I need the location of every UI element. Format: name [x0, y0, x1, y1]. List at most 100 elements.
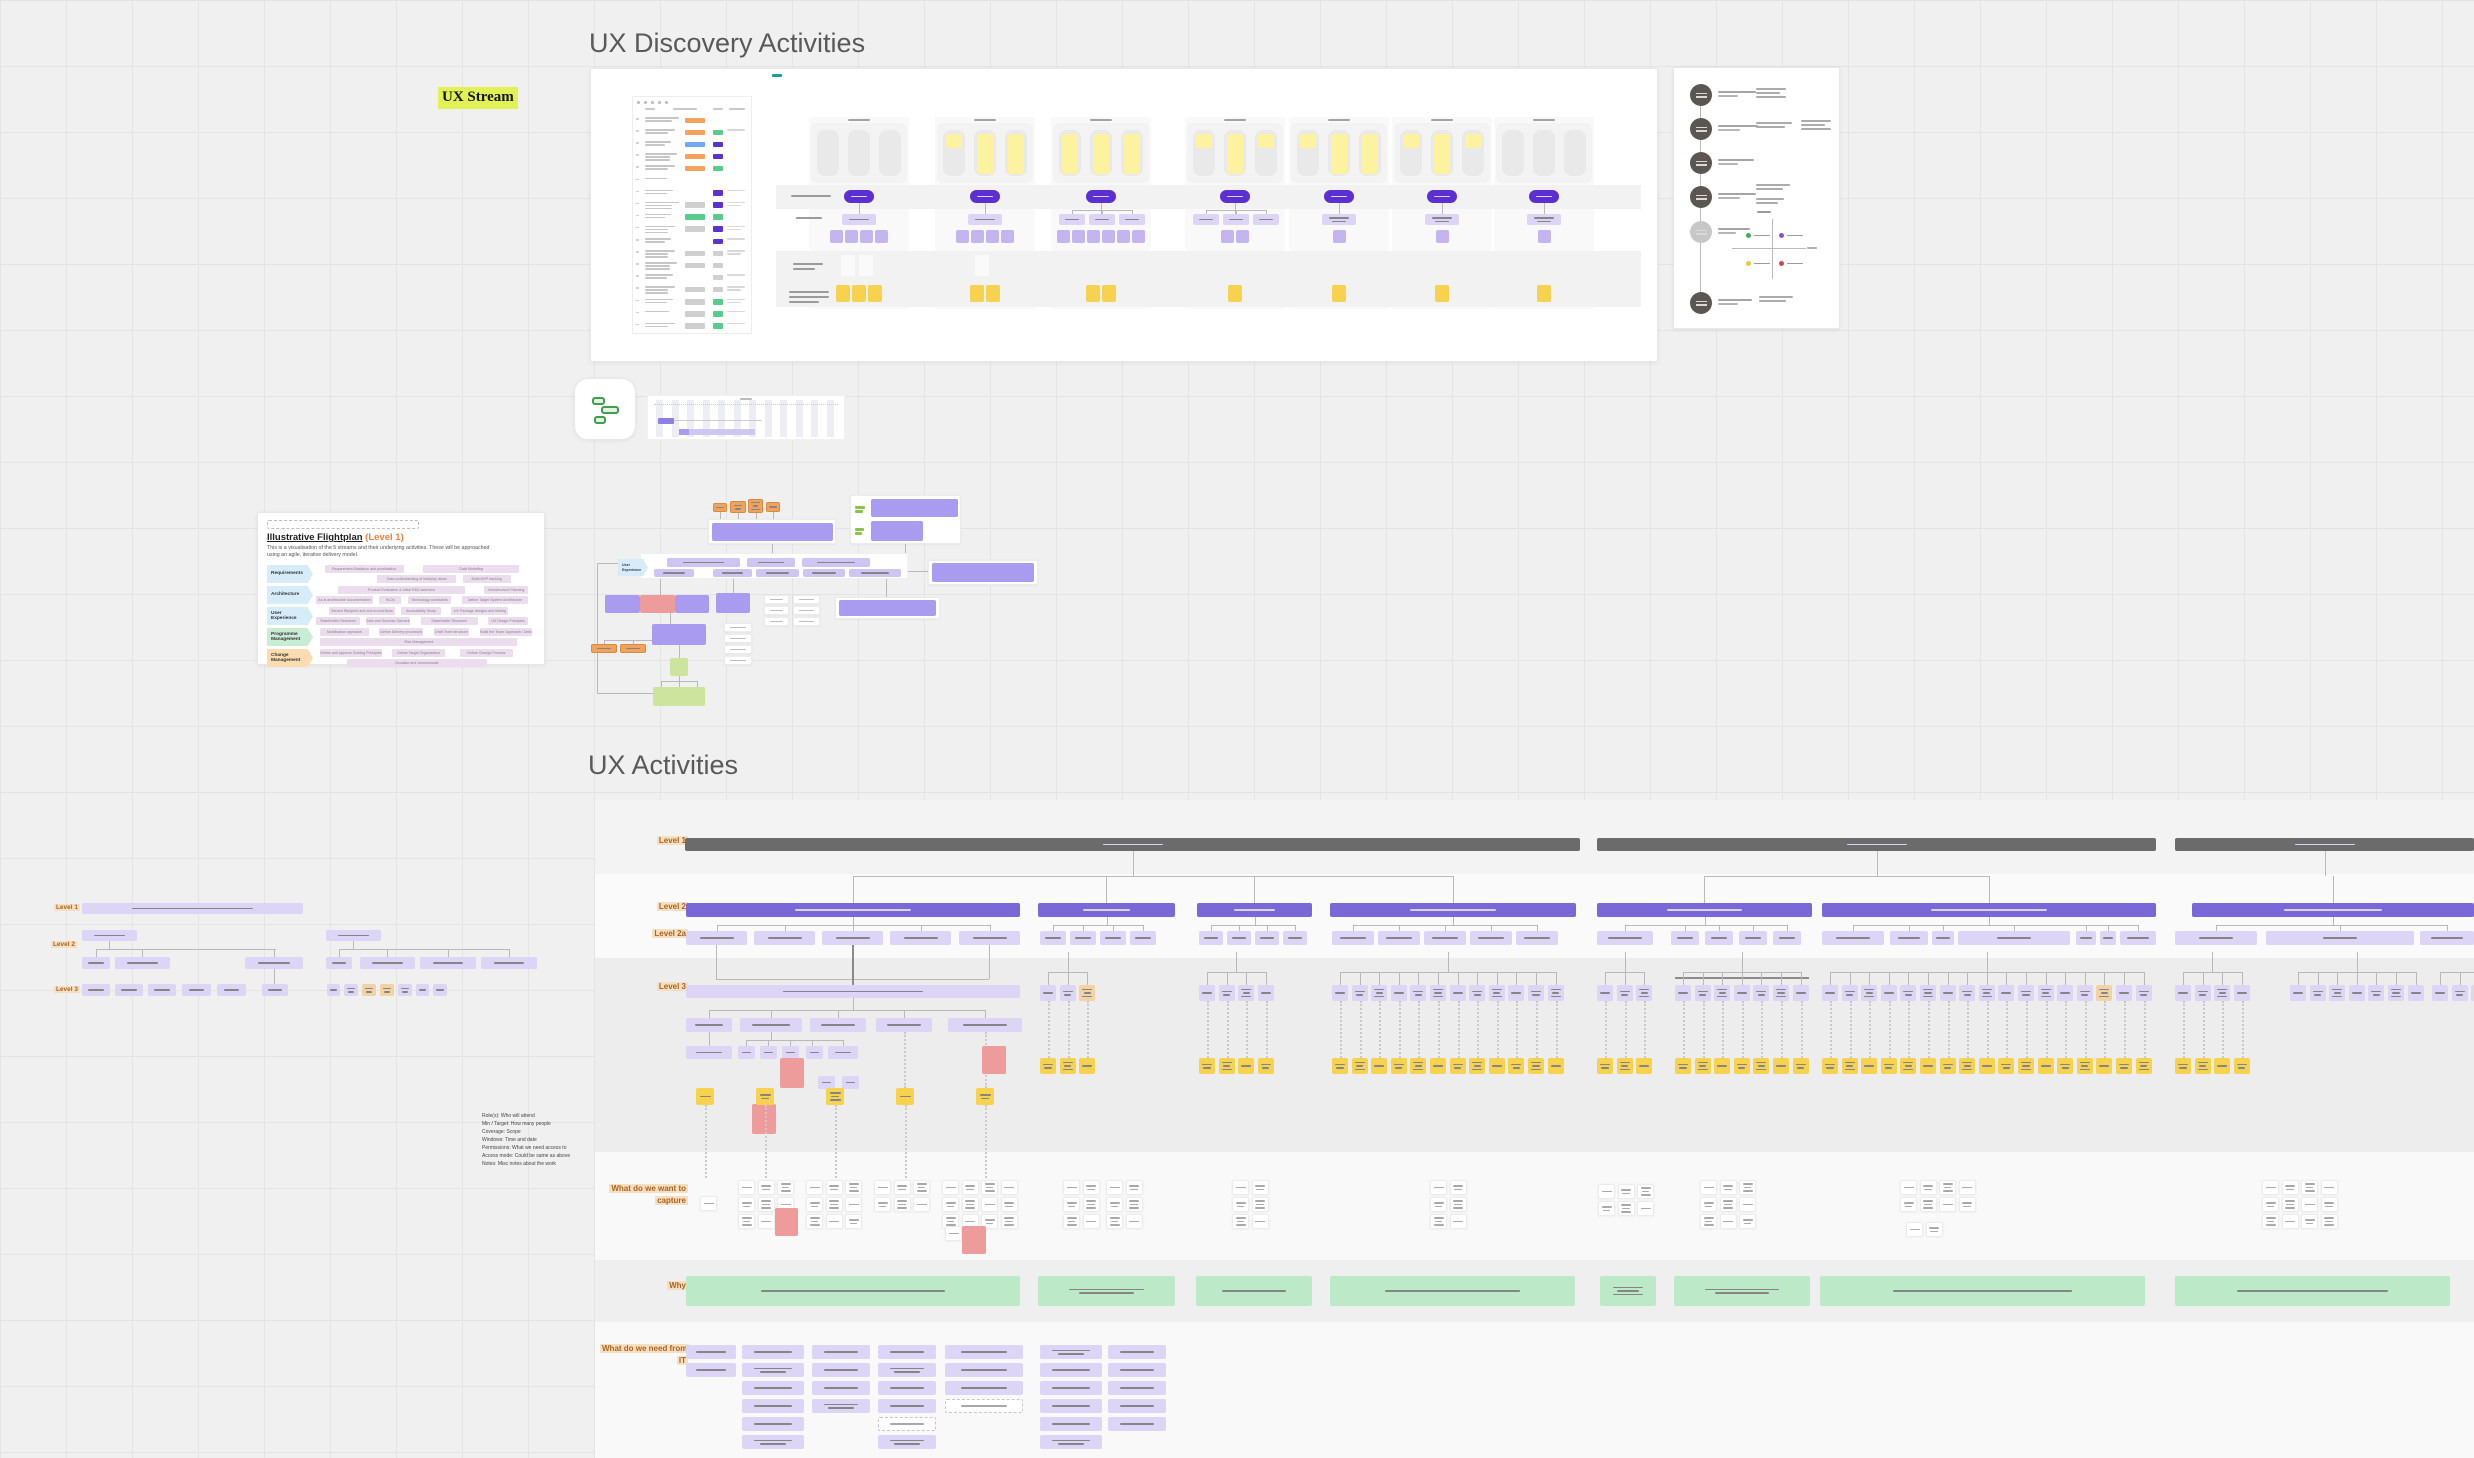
tag-chip[interactable]: [685, 117, 705, 123]
flightplan-stream-label[interactable]: Change Management: [267, 648, 313, 668]
activity-square[interactable]: [1057, 230, 1070, 243]
org-box[interactable]: [398, 984, 412, 996]
level2a-box[interactable]: [1424, 931, 1466, 945]
flightplan-activity-bar[interactable]: As-is architecture documentation: [316, 595, 373, 605]
level3-box[interactable]: [2018, 985, 2034, 1001]
capture-card[interactable]: [1082, 1214, 1100, 1229]
capture-card[interactable]: [845, 1214, 862, 1229]
activity-square[interactable]: [830, 230, 843, 243]
risk-box[interactable]: [640, 595, 675, 613]
sticky-note[interactable]: [1435, 285, 1449, 302]
capture-card[interactable]: [2262, 1197, 2279, 1212]
card[interactable]: [793, 606, 820, 615]
capture-card[interactable]: [1449, 1197, 1467, 1212]
level3-box[interactable]: [2290, 985, 2306, 1001]
sticky-note[interactable]: [1822, 1058, 1838, 1074]
tree-node[interactable]: [948, 1018, 1022, 1032]
activity-square[interactable]: [971, 230, 984, 243]
need-item[interactable]: [1040, 1399, 1102, 1413]
need-item[interactable]: [742, 1435, 804, 1449]
level3-box[interactable]: [1059, 985, 1076, 1001]
tree-node[interactable]: [740, 1018, 802, 1032]
level3-box[interactable]: [1773, 985, 1789, 1001]
level3-box[interactable]: [2116, 985, 2132, 1001]
level3-box[interactable]: [1998, 985, 2015, 1001]
sticky-note[interactable]: [2194, 1058, 2211, 1074]
level2a-box[interactable]: [1958, 931, 2070, 945]
sticky-note[interactable]: [1998, 1058, 2015, 1074]
capture-card[interactable]: [806, 1214, 823, 1229]
flightplan-activity-bar[interactable]: Stakeholder Research: [316, 616, 360, 626]
activity-square[interactable]: [860, 230, 873, 243]
sticky-note[interactable]: [1430, 1058, 1446, 1074]
need-item[interactable]: [878, 1417, 936, 1431]
activity-square[interactable]: [845, 230, 858, 243]
journey-stage-pill[interactable]: [1427, 190, 1457, 203]
capture-card[interactable]: [2301, 1197, 2318, 1212]
journey-stage-pill[interactable]: [844, 190, 874, 203]
capture-card[interactable]: [2281, 1214, 2299, 1229]
capture-card[interactable]: [806, 1180, 823, 1195]
need-item[interactable]: [1108, 1399, 1166, 1413]
capture-card[interactable]: [1700, 1180, 1717, 1195]
sticky-note[interactable]: [1434, 134, 1450, 174]
activity-box[interactable]: [667, 558, 740, 567]
risk-note[interactable]: [775, 1208, 798, 1236]
need-item[interactable]: [1040, 1363, 1102, 1377]
capture-card[interactable]: [1598, 1184, 1615, 1199]
level3-box[interactable]: [2096, 985, 2113, 1001]
sticky-note[interactable]: [1880, 1058, 1897, 1074]
sticky-note[interactable]: [836, 285, 850, 302]
level2-bar[interactable]: [1330, 903, 1576, 917]
sticky-note[interactable]: [2233, 1058, 2250, 1074]
capture-card[interactable]: [1739, 1180, 1756, 1195]
level3-box[interactable]: [2388, 985, 2404, 1001]
capture-card[interactable]: [1106, 1197, 1123, 1212]
activity-square[interactable]: [1332, 230, 1346, 243]
activity-box[interactable]: [712, 523, 833, 541]
level1-bar[interactable]: [1597, 838, 2156, 851]
capture-card[interactable]: [1958, 1197, 1976, 1212]
level3-box[interactable]: [1390, 985, 1407, 1001]
sticky-note[interactable]: [1597, 1058, 1613, 1074]
phone-mockup[interactable]: [1533, 130, 1555, 176]
sticky-note[interactable]: [2214, 1058, 2231, 1074]
tag-chip[interactable]: [685, 129, 705, 136]
tag-chip[interactable]: [685, 141, 705, 148]
task-chip[interactable]: [766, 502, 780, 512]
process-step-node[interactable]: [1690, 186, 1712, 208]
flightplan-activity-bar[interactable]: Define Delivery processes: [379, 627, 424, 637]
sticky-note[interactable]: [826, 1088, 844, 1105]
level3-box[interactable]: [1218, 985, 1235, 1001]
tag-chip[interactable]: [713, 190, 723, 196]
level2a-box[interactable]: [1705, 931, 1733, 945]
flightplan-stream-label[interactable]: Programme Management: [267, 627, 313, 647]
level3-box[interactable]: [1900, 985, 1917, 1001]
tag-chip[interactable]: [685, 202, 705, 208]
level3-box[interactable]: [2348, 985, 2365, 1001]
flightplan-activity-bar[interactable]: Infrastructure Planning: [484, 585, 529, 595]
need-item[interactable]: [742, 1345, 804, 1359]
sticky-note[interactable]: [1332, 1058, 1348, 1074]
level2a-box[interactable]: [2100, 931, 2116, 945]
journey-map-frame[interactable]: [590, 68, 1658, 362]
level3-box[interactable]: [1430, 985, 1446, 1001]
capture-card[interactable]: [1958, 1180, 1976, 1195]
activity-square[interactable]: [1435, 230, 1449, 243]
journey-stage-pill[interactable]: [1324, 190, 1354, 203]
flightplan-activity-bar[interactable]: Data Modelling: [423, 564, 520, 574]
need-item[interactable]: [878, 1399, 936, 1413]
tag-chip[interactable]: [713, 262, 723, 269]
level2a-box[interactable]: [1671, 931, 1699, 945]
sticky-note[interactable]: [976, 1088, 994, 1105]
phone-mockup[interactable]: [879, 130, 901, 176]
tree-node[interactable]: [760, 1046, 777, 1059]
org-box[interactable]: [326, 957, 352, 969]
tag-chip[interactable]: [713, 238, 723, 244]
level2-bar[interactable]: [1822, 903, 2156, 917]
flightplan-stream-label[interactable]: Architecture: [267, 585, 313, 605]
sticky-note[interactable]: [1059, 1058, 1076, 1074]
activity-square[interactable]: [1087, 230, 1100, 243]
level3-box[interactable]: [1257, 985, 1274, 1001]
sticky-note[interactable]: [1841, 1058, 1858, 1074]
